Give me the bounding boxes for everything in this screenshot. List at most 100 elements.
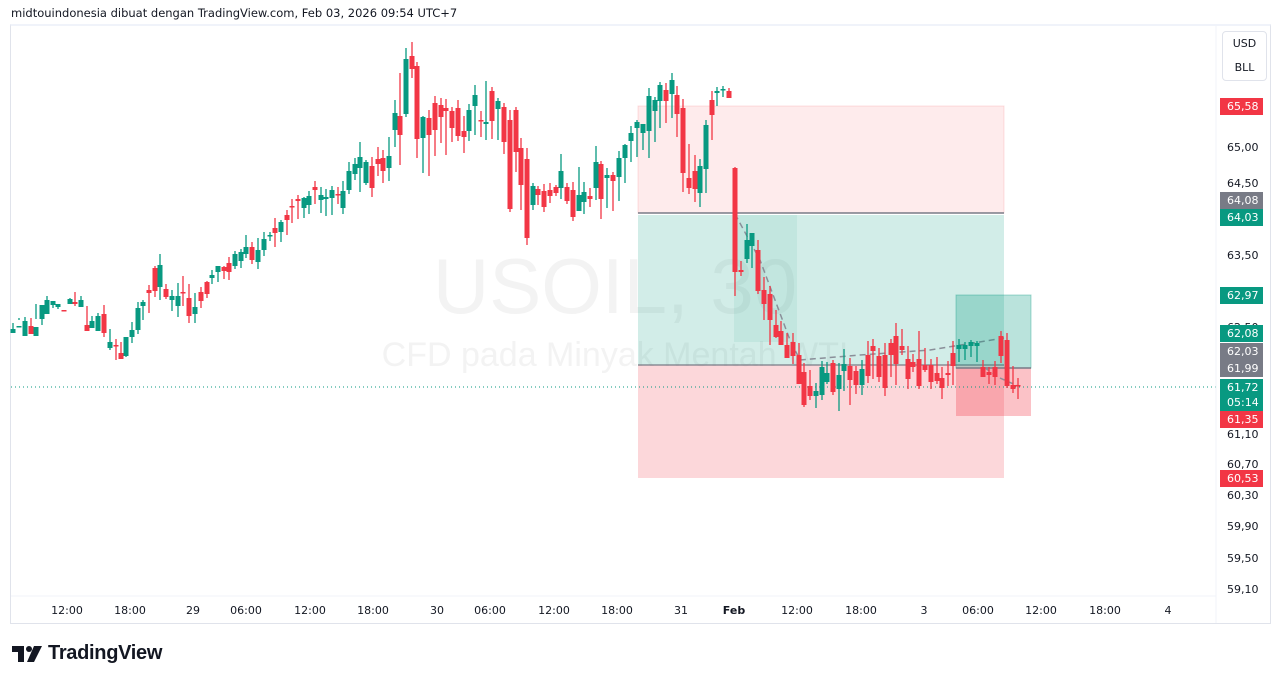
bear-candle[interactable]	[796, 343, 802, 384]
bear-candle[interactable]	[1010, 366, 1016, 393]
bear-candle[interactable]	[980, 360, 986, 377]
bear-candle[interactable]	[807, 370, 813, 400]
bear-candle[interactable]	[680, 99, 686, 192]
currency-unit-selector[interactable]: USD BLL	[1222, 31, 1267, 81]
bull-candle[interactable]	[581, 182, 587, 214]
bear-candle[interactable]	[778, 321, 784, 345]
bear-candle[interactable]	[547, 183, 553, 203]
bull-candle[interactable]	[466, 104, 472, 141]
bear-candle[interactable]	[1015, 378, 1021, 399]
bull-candle[interactable]	[243, 235, 249, 258]
bear-candle[interactable]	[284, 210, 290, 235]
bear-candle[interactable]	[414, 62, 420, 158]
bear-candle[interactable]	[84, 306, 90, 331]
bull-candle[interactable]	[39, 305, 45, 325]
short-position-tool[interactable]	[637, 105, 1005, 478]
bear-candle[interactable]	[905, 346, 911, 389]
bear-candle[interactable]	[553, 185, 559, 196]
bear-candle[interactable]	[455, 100, 461, 141]
bear-candle[interactable]	[755, 240, 761, 294]
bull-candle[interactable]	[323, 189, 329, 216]
bear-candle[interactable]	[146, 285, 152, 313]
bear-candle[interactable]	[910, 354, 916, 372]
bear-candle[interactable]	[28, 318, 34, 334]
bull-candle[interactable]	[346, 162, 352, 194]
bear-candle[interactable]	[113, 339, 119, 360]
bull-candle[interactable]	[593, 146, 599, 200]
bull-candle[interactable]	[140, 300, 146, 320]
bear-candle[interactable]	[610, 172, 616, 211]
bear-candle[interactable]	[409, 42, 415, 78]
bear-candle[interactable]	[598, 161, 604, 219]
bull-candle[interactable]	[340, 181, 346, 214]
bull-candle[interactable]	[255, 238, 261, 269]
bull-candle[interactable]	[318, 187, 324, 213]
bear-candle[interactable]	[674, 86, 680, 137]
bear-candle[interactable]	[524, 148, 530, 245]
bull-candle[interactable]	[824, 362, 830, 384]
bull-candle[interactable]	[306, 191, 312, 214]
bear-candle[interactable]	[198, 287, 204, 308]
bull-candle[interactable]	[420, 116, 426, 173]
bear-candle[interactable]	[501, 103, 507, 154]
bull-candle[interactable]	[386, 137, 392, 181]
bull-candle[interactable]	[278, 220, 284, 242]
bear-candle[interactable]	[186, 284, 192, 323]
bear-candle[interactable]	[180, 276, 186, 306]
bull-candle[interactable]	[329, 186, 335, 215]
bull-candle[interactable]	[67, 298, 73, 304]
bear-candle[interactable]	[570, 182, 576, 221]
bull-candle[interactable]	[576, 167, 582, 211]
bear-candle[interactable]	[767, 286, 773, 345]
bear-candle[interactable]	[249, 242, 255, 264]
time-axis[interactable]: 12:00 18:00 29 06:00 12:00 18:00 30 06:00 12:00 1…	[11, 595, 1216, 617]
bear-candle[interactable]	[272, 218, 278, 247]
bull-candle[interactable]	[157, 254, 163, 300]
bull-candle[interactable]	[628, 126, 634, 162]
bear-candle[interactable]	[204, 281, 210, 298]
bull-candle[interactable]	[604, 168, 610, 208]
bull-candle[interactable]	[89, 316, 95, 328]
bull-candle[interactable]	[55, 304, 61, 309]
bull-candle[interactable]	[744, 224, 750, 263]
bear-candle[interactable]	[709, 91, 715, 140]
bear-candle[interactable]	[535, 186, 541, 205]
bear-candle[interactable]	[375, 147, 381, 176]
bull-candle[interactable]	[392, 100, 398, 147]
bear-candle[interactable]	[876, 348, 882, 382]
bear-candle[interactable]	[541, 184, 547, 212]
bull-candle[interactable]	[44, 296, 50, 314]
bull-candle[interactable]	[495, 98, 501, 140]
bear-candle[interactable]	[790, 333, 796, 364]
bull-candle[interactable]	[267, 232, 273, 241]
bull-candle[interactable]	[836, 363, 842, 411]
bear-candle[interactable]	[72, 292, 78, 306]
bear-candle[interactable]	[738, 261, 744, 276]
bull-candle[interactable]	[169, 290, 175, 311]
bull-candle[interactable]	[956, 339, 962, 362]
bear-candle[interactable]	[773, 310, 779, 338]
bull-candle[interactable]	[175, 283, 181, 317]
bear-candle[interactable]	[761, 277, 767, 320]
bull-candle[interactable]	[720, 86, 726, 97]
bear-candle[interactable]	[899, 329, 905, 355]
bear-candle[interactable]	[986, 367, 992, 384]
bull-candle[interactable]	[640, 124, 646, 150]
bear-candle[interactable]	[853, 366, 859, 394]
bull-candle[interactable]	[107, 329, 113, 350]
bull-candle[interactable]	[363, 160, 369, 185]
bear-candle[interactable]	[726, 88, 732, 98]
bear-candle[interactable]	[663, 83, 669, 123]
bear-candle[interactable]	[882, 343, 888, 396]
bear-candle[interactable]	[916, 331, 922, 389]
bear-candle[interactable]	[692, 155, 698, 202]
bear-candle[interactable]	[489, 87, 495, 139]
bull-candle[interactable]	[192, 293, 198, 323]
bull-candle[interactable]	[301, 197, 307, 218]
bull-candle[interactable]	[962, 342, 968, 360]
bull-candle[interactable]	[472, 85, 478, 135]
bull-candle[interactable]	[403, 48, 409, 117]
bear-candle[interactable]	[928, 359, 934, 389]
bear-candle[interactable]	[397, 73, 403, 165]
